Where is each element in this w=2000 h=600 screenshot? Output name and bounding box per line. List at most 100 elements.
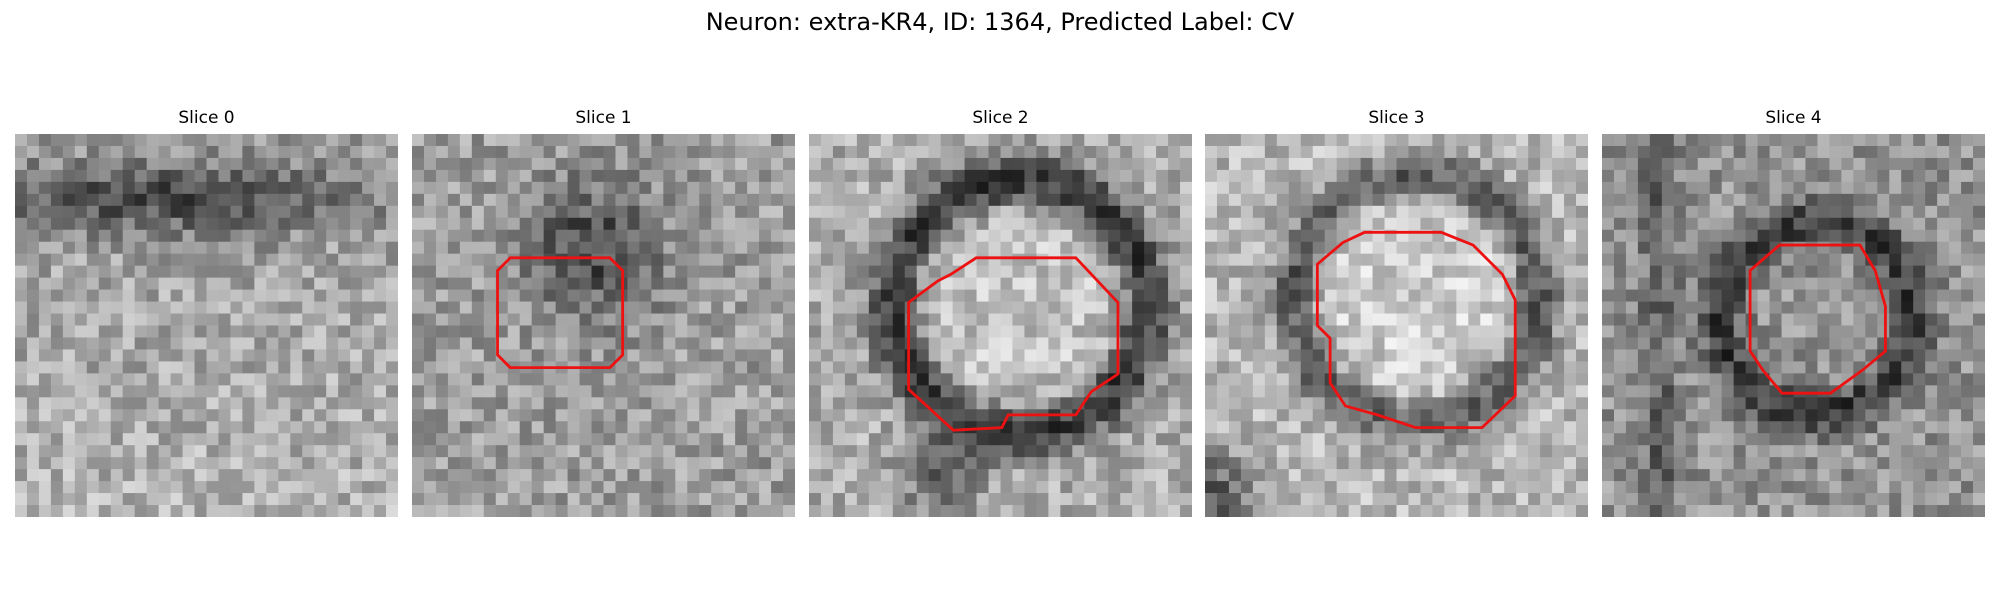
pixel bbox=[1564, 241, 1577, 255]
pixel bbox=[170, 469, 183, 482]
pixel bbox=[242, 469, 255, 482]
pixel bbox=[1036, 361, 1049, 374]
pixel bbox=[1925, 361, 1938, 374]
pixel bbox=[1276, 301, 1290, 314]
pixel bbox=[1709, 134, 1723, 147]
pixel bbox=[809, 193, 822, 207]
pixel bbox=[412, 409, 425, 422]
pixel bbox=[783, 134, 795, 147]
pixel bbox=[374, 433, 387, 446]
pixel bbox=[1961, 229, 1974, 243]
pixel bbox=[699, 313, 712, 326]
pixel bbox=[928, 481, 942, 494]
pixel bbox=[1901, 385, 1914, 398]
pixel bbox=[1072, 265, 1085, 279]
pixel bbox=[1336, 205, 1350, 219]
pixel bbox=[1528, 193, 1541, 207]
pixel bbox=[350, 469, 363, 482]
pixel bbox=[1408, 373, 1421, 386]
pixel bbox=[1012, 373, 1025, 386]
pixel bbox=[1817, 157, 1830, 171]
pixel bbox=[916, 385, 930, 398]
pixel bbox=[1120, 181, 1133, 195]
pixel bbox=[627, 169, 640, 183]
pixel bbox=[1576, 241, 1588, 255]
pixel bbox=[1036, 253, 1049, 267]
pixel bbox=[1420, 493, 1433, 506]
pixel bbox=[1168, 289, 1181, 302]
pixel bbox=[735, 157, 748, 171]
pixel bbox=[1468, 457, 1481, 470]
pixel bbox=[1156, 433, 1169, 446]
pixel bbox=[206, 253, 219, 267]
pixel bbox=[711, 349, 724, 362]
pixel bbox=[230, 385, 243, 398]
pixel bbox=[1108, 505, 1121, 517]
pixel bbox=[1012, 134, 1025, 147]
pixel bbox=[1060, 241, 1073, 255]
pixel bbox=[832, 145, 846, 159]
pixel bbox=[98, 145, 112, 159]
pixel bbox=[1925, 265, 1938, 279]
pixel bbox=[809, 469, 822, 482]
pixel bbox=[1312, 337, 1326, 350]
pixel bbox=[182, 493, 195, 506]
pixel bbox=[1264, 397, 1278, 410]
pixel bbox=[1937, 205, 1950, 219]
pixel bbox=[651, 277, 664, 290]
pixel bbox=[1000, 385, 1013, 398]
pixel bbox=[747, 157, 760, 171]
pixel bbox=[1973, 313, 1985, 326]
pixel bbox=[675, 361, 688, 374]
pixel bbox=[1829, 337, 1842, 350]
pixel bbox=[820, 361, 834, 374]
pixel bbox=[278, 421, 291, 434]
pixel bbox=[1661, 313, 1675, 326]
pixel bbox=[1841, 134, 1854, 147]
pixel bbox=[1336, 505, 1350, 517]
pixel bbox=[266, 169, 279, 183]
pixel bbox=[1396, 445, 1409, 458]
pixel bbox=[809, 397, 822, 410]
pixel bbox=[194, 445, 207, 458]
pixel bbox=[122, 505, 136, 517]
pixel bbox=[1444, 193, 1457, 207]
pixel bbox=[543, 169, 557, 183]
pixel bbox=[699, 277, 712, 290]
pixel bbox=[1276, 457, 1290, 470]
pixel bbox=[386, 385, 398, 398]
pixel bbox=[1156, 145, 1169, 159]
pixel bbox=[771, 289, 784, 302]
pixel bbox=[771, 337, 784, 350]
pixel bbox=[507, 337, 521, 350]
pixel bbox=[868, 169, 882, 183]
pixel bbox=[146, 325, 160, 338]
pixel bbox=[1240, 313, 1254, 326]
pixel bbox=[747, 253, 760, 267]
pixel bbox=[230, 349, 243, 362]
pixel bbox=[302, 373, 315, 386]
pixel bbox=[230, 457, 243, 470]
pixel bbox=[86, 457, 100, 470]
pixel bbox=[1480, 337, 1493, 350]
pixel bbox=[699, 373, 712, 386]
pixel bbox=[519, 433, 533, 446]
pixel bbox=[1276, 469, 1290, 482]
pixel bbox=[1733, 157, 1747, 171]
pixel bbox=[1336, 421, 1350, 434]
pixel bbox=[1937, 265, 1950, 279]
pixel bbox=[1060, 493, 1073, 506]
pixel bbox=[711, 181, 724, 195]
pixel bbox=[62, 505, 76, 517]
pixel bbox=[1913, 134, 1926, 147]
pixel bbox=[1961, 289, 1974, 302]
pixel bbox=[1769, 169, 1782, 183]
pixel bbox=[507, 409, 521, 422]
pixel bbox=[771, 301, 784, 314]
pixel bbox=[1288, 205, 1302, 219]
pixel bbox=[1324, 397, 1338, 410]
pixel bbox=[699, 229, 712, 243]
pixel bbox=[254, 277, 267, 290]
pixel bbox=[1060, 373, 1073, 386]
pixel bbox=[1024, 361, 1037, 374]
